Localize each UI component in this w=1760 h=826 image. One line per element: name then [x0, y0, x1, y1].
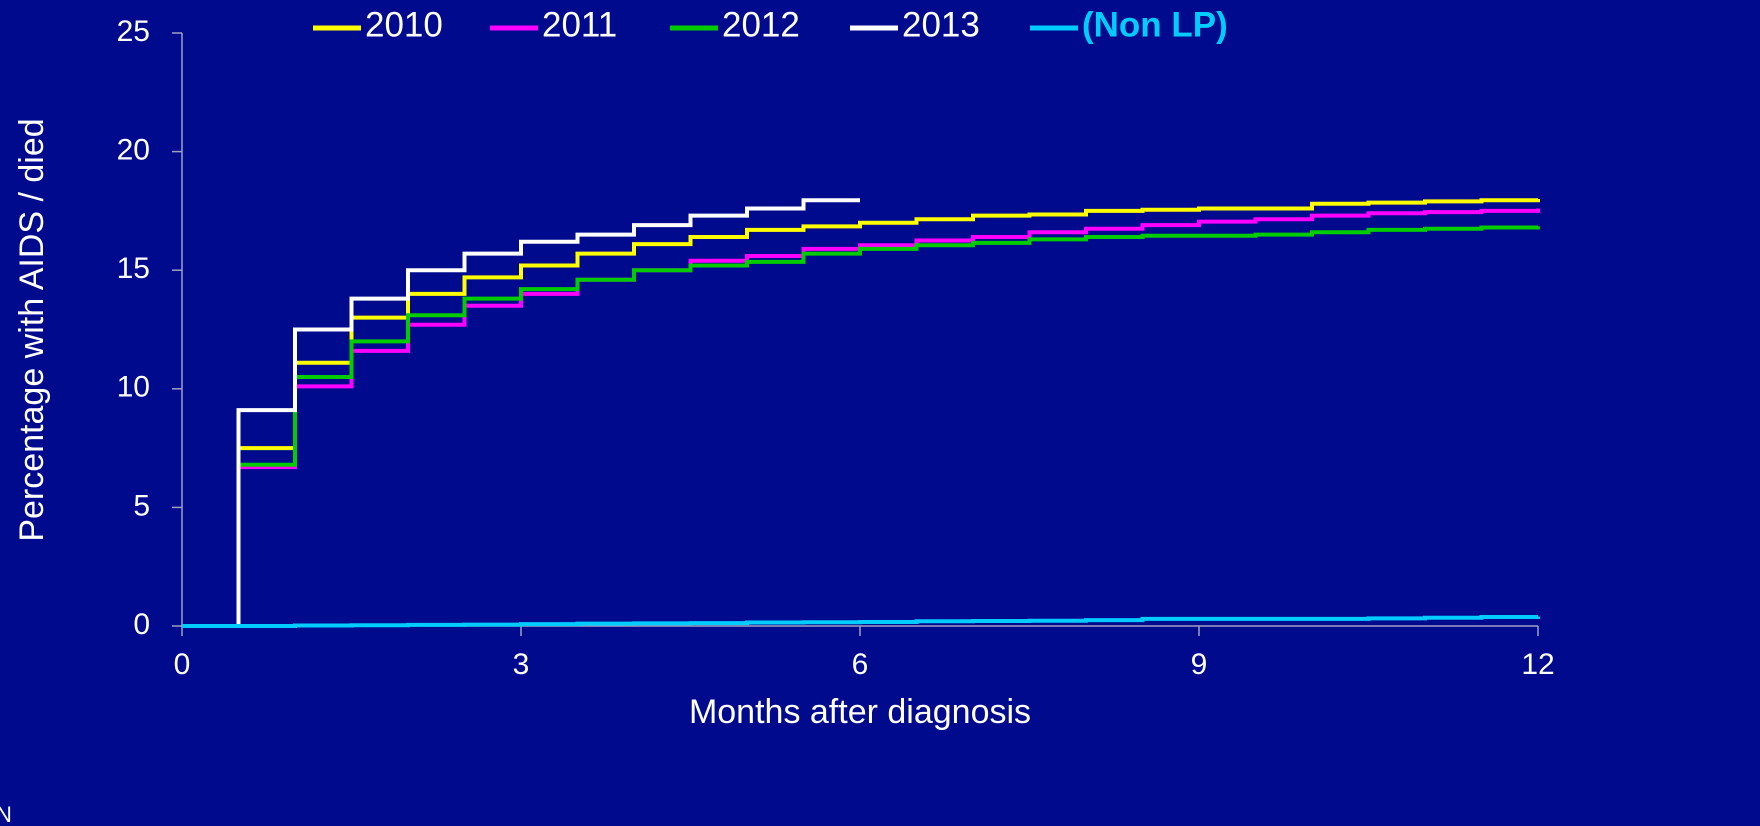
x-tick-label: 3 — [513, 648, 530, 681]
y-tick-label: 10 — [117, 371, 150, 404]
legend-label: 2010 — [365, 5, 443, 44]
x-tick-label: 12 — [1521, 648, 1554, 681]
x-tick-label: 9 — [1191, 648, 1208, 681]
y-tick-label: 20 — [117, 134, 150, 167]
legend-label: 2013 — [902, 5, 980, 44]
y-tick-label: 0 — [133, 608, 150, 641]
step-line — [182, 225, 1540, 628]
footnote: N — [0, 802, 12, 826]
x-axis-title: Months after diagnosis — [689, 693, 1031, 731]
legend-label: 2012 — [722, 5, 800, 44]
step-line — [182, 198, 860, 628]
y-axis-title: Percentage with AIDS / died — [13, 118, 51, 541]
step-line — [182, 614, 1540, 628]
y-tick-label: 5 — [133, 489, 150, 522]
y-tick-label: 15 — [117, 252, 150, 285]
x-tick-label: 6 — [852, 648, 869, 681]
y-tick-label: 25 — [117, 15, 150, 48]
legend-label: (Non LP) — [1082, 5, 1228, 44]
legend-label: 2011 — [542, 5, 617, 44]
x-tick-label: 0 — [174, 648, 191, 681]
